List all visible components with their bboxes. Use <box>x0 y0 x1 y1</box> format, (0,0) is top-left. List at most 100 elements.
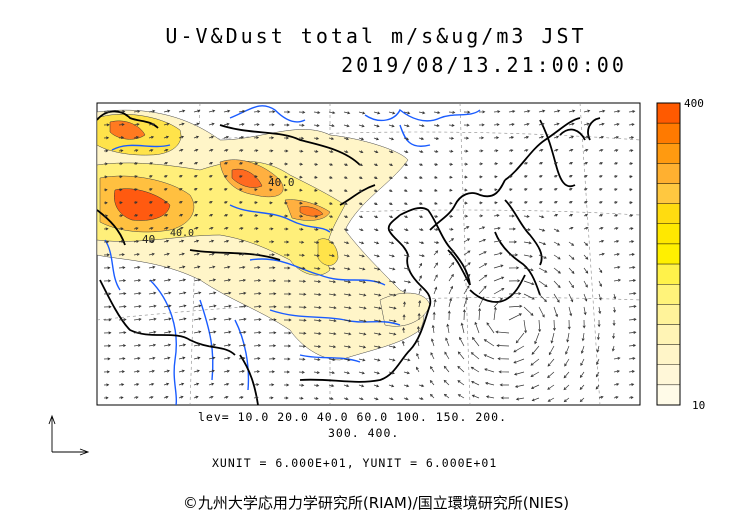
wind-arrow <box>448 285 454 295</box>
wind-arrow <box>208 382 215 386</box>
wind-arrow <box>178 188 183 191</box>
wind-arrow <box>193 201 198 204</box>
wind-arrow <box>568 201 573 204</box>
wind-arrow <box>403 384 410 388</box>
wind-arrow <box>598 162 604 165</box>
wind-arrow <box>583 241 589 246</box>
wind-arrow <box>553 254 561 260</box>
wind-arrow <box>253 123 260 127</box>
wind-arrow <box>148 278 157 282</box>
wind-arrow <box>163 278 172 282</box>
wind-arrow <box>403 241 410 245</box>
wind-arrow <box>358 150 364 154</box>
wind-arrow <box>283 214 289 218</box>
wind-arrow <box>358 241 365 245</box>
wind-arrow <box>478 110 486 114</box>
wind-arrow <box>118 214 124 218</box>
wind-arrow <box>493 110 501 114</box>
wind-arrow <box>253 175 258 179</box>
wind-arrow <box>628 343 637 347</box>
wind-arrow <box>403 280 412 284</box>
wind-arrow <box>133 227 139 231</box>
wind-arrow <box>358 319 367 323</box>
wind-arrow <box>358 254 365 258</box>
wind-arrow <box>493 239 502 243</box>
wind-arrow <box>583 201 588 204</box>
wind-arrow <box>538 306 545 318</box>
wind-arrow <box>457 351 465 360</box>
colorbar-band <box>656 143 681 164</box>
wind-arrow <box>478 274 488 282</box>
wind-arrow <box>163 343 172 347</box>
wind-arrow <box>193 317 202 321</box>
wind-arrow <box>298 149 304 153</box>
wind-arrow <box>118 292 127 296</box>
wind-arrow <box>148 330 157 334</box>
wind-arrow <box>612 319 616 327</box>
wind-arrow <box>582 319 586 329</box>
wind-arrow <box>553 280 561 289</box>
wind-arrow <box>478 238 487 243</box>
wind-arrow <box>448 201 453 205</box>
wind-arrow <box>388 280 397 284</box>
wind-arrow <box>253 266 261 270</box>
wind-arrow <box>163 369 170 373</box>
wind-arrow <box>133 396 139 400</box>
wind-arrow <box>598 148 604 152</box>
wind-arrow <box>313 306 322 310</box>
wind-arrow <box>133 162 139 166</box>
wind-arrow <box>563 397 570 403</box>
wind-arrow <box>463 149 469 153</box>
wind-arrow <box>457 380 465 386</box>
wind-arrow <box>118 175 123 179</box>
wind-arrow <box>238 109 246 113</box>
wind-arrow <box>523 214 530 218</box>
wind-arrow <box>553 213 559 217</box>
wind-arrow <box>508 109 516 113</box>
wind-arrow <box>433 175 438 179</box>
wind-arrow <box>193 278 202 282</box>
wind-arrow <box>343 371 350 375</box>
wind-arrow <box>343 111 351 115</box>
wind-arrow <box>508 292 522 296</box>
wind-arrow <box>508 201 513 205</box>
wind-arrow <box>163 291 172 295</box>
wind-arrow <box>343 267 351 271</box>
wind-arrow <box>493 123 500 127</box>
wind-arrow <box>493 297 503 308</box>
wind-arrow <box>118 383 125 387</box>
wind-arrow <box>403 176 408 179</box>
wind-arrow <box>628 110 636 114</box>
wind-arrow <box>253 370 260 374</box>
wind-arrow <box>358 397 364 401</box>
wind-arrow <box>613 396 619 399</box>
wind-arrow <box>418 397 424 401</box>
wind-arrow <box>583 306 587 316</box>
wind-arrow <box>628 175 633 179</box>
colorbar-band <box>656 284 681 305</box>
wind-arrow <box>178 109 186 113</box>
wind-arrow <box>298 253 305 257</box>
wind-arrow <box>133 214 139 218</box>
wind-arrow <box>628 123 635 127</box>
wind-arrow <box>628 188 633 192</box>
wind-arrow <box>283 123 290 127</box>
wind-arrow <box>193 161 199 165</box>
wind-arrow <box>429 393 435 399</box>
wind-arrow <box>531 397 540 402</box>
wind-arrow <box>388 371 395 375</box>
wind-arrow <box>433 250 439 256</box>
wind-arrow <box>430 352 435 360</box>
wind-arrow <box>283 331 292 335</box>
wind-arrow <box>358 202 363 205</box>
wind-arrow <box>238 122 245 126</box>
wind-arrow <box>553 122 560 126</box>
wind-arrow <box>133 356 141 360</box>
wind-arrow <box>553 135 560 139</box>
wind-arrow <box>298 201 303 205</box>
coastlines <box>97 110 601 405</box>
wind-arrow <box>343 189 348 192</box>
wind-arrow <box>538 241 547 246</box>
wind-arrow <box>486 322 495 334</box>
wind-arrow <box>613 227 619 230</box>
